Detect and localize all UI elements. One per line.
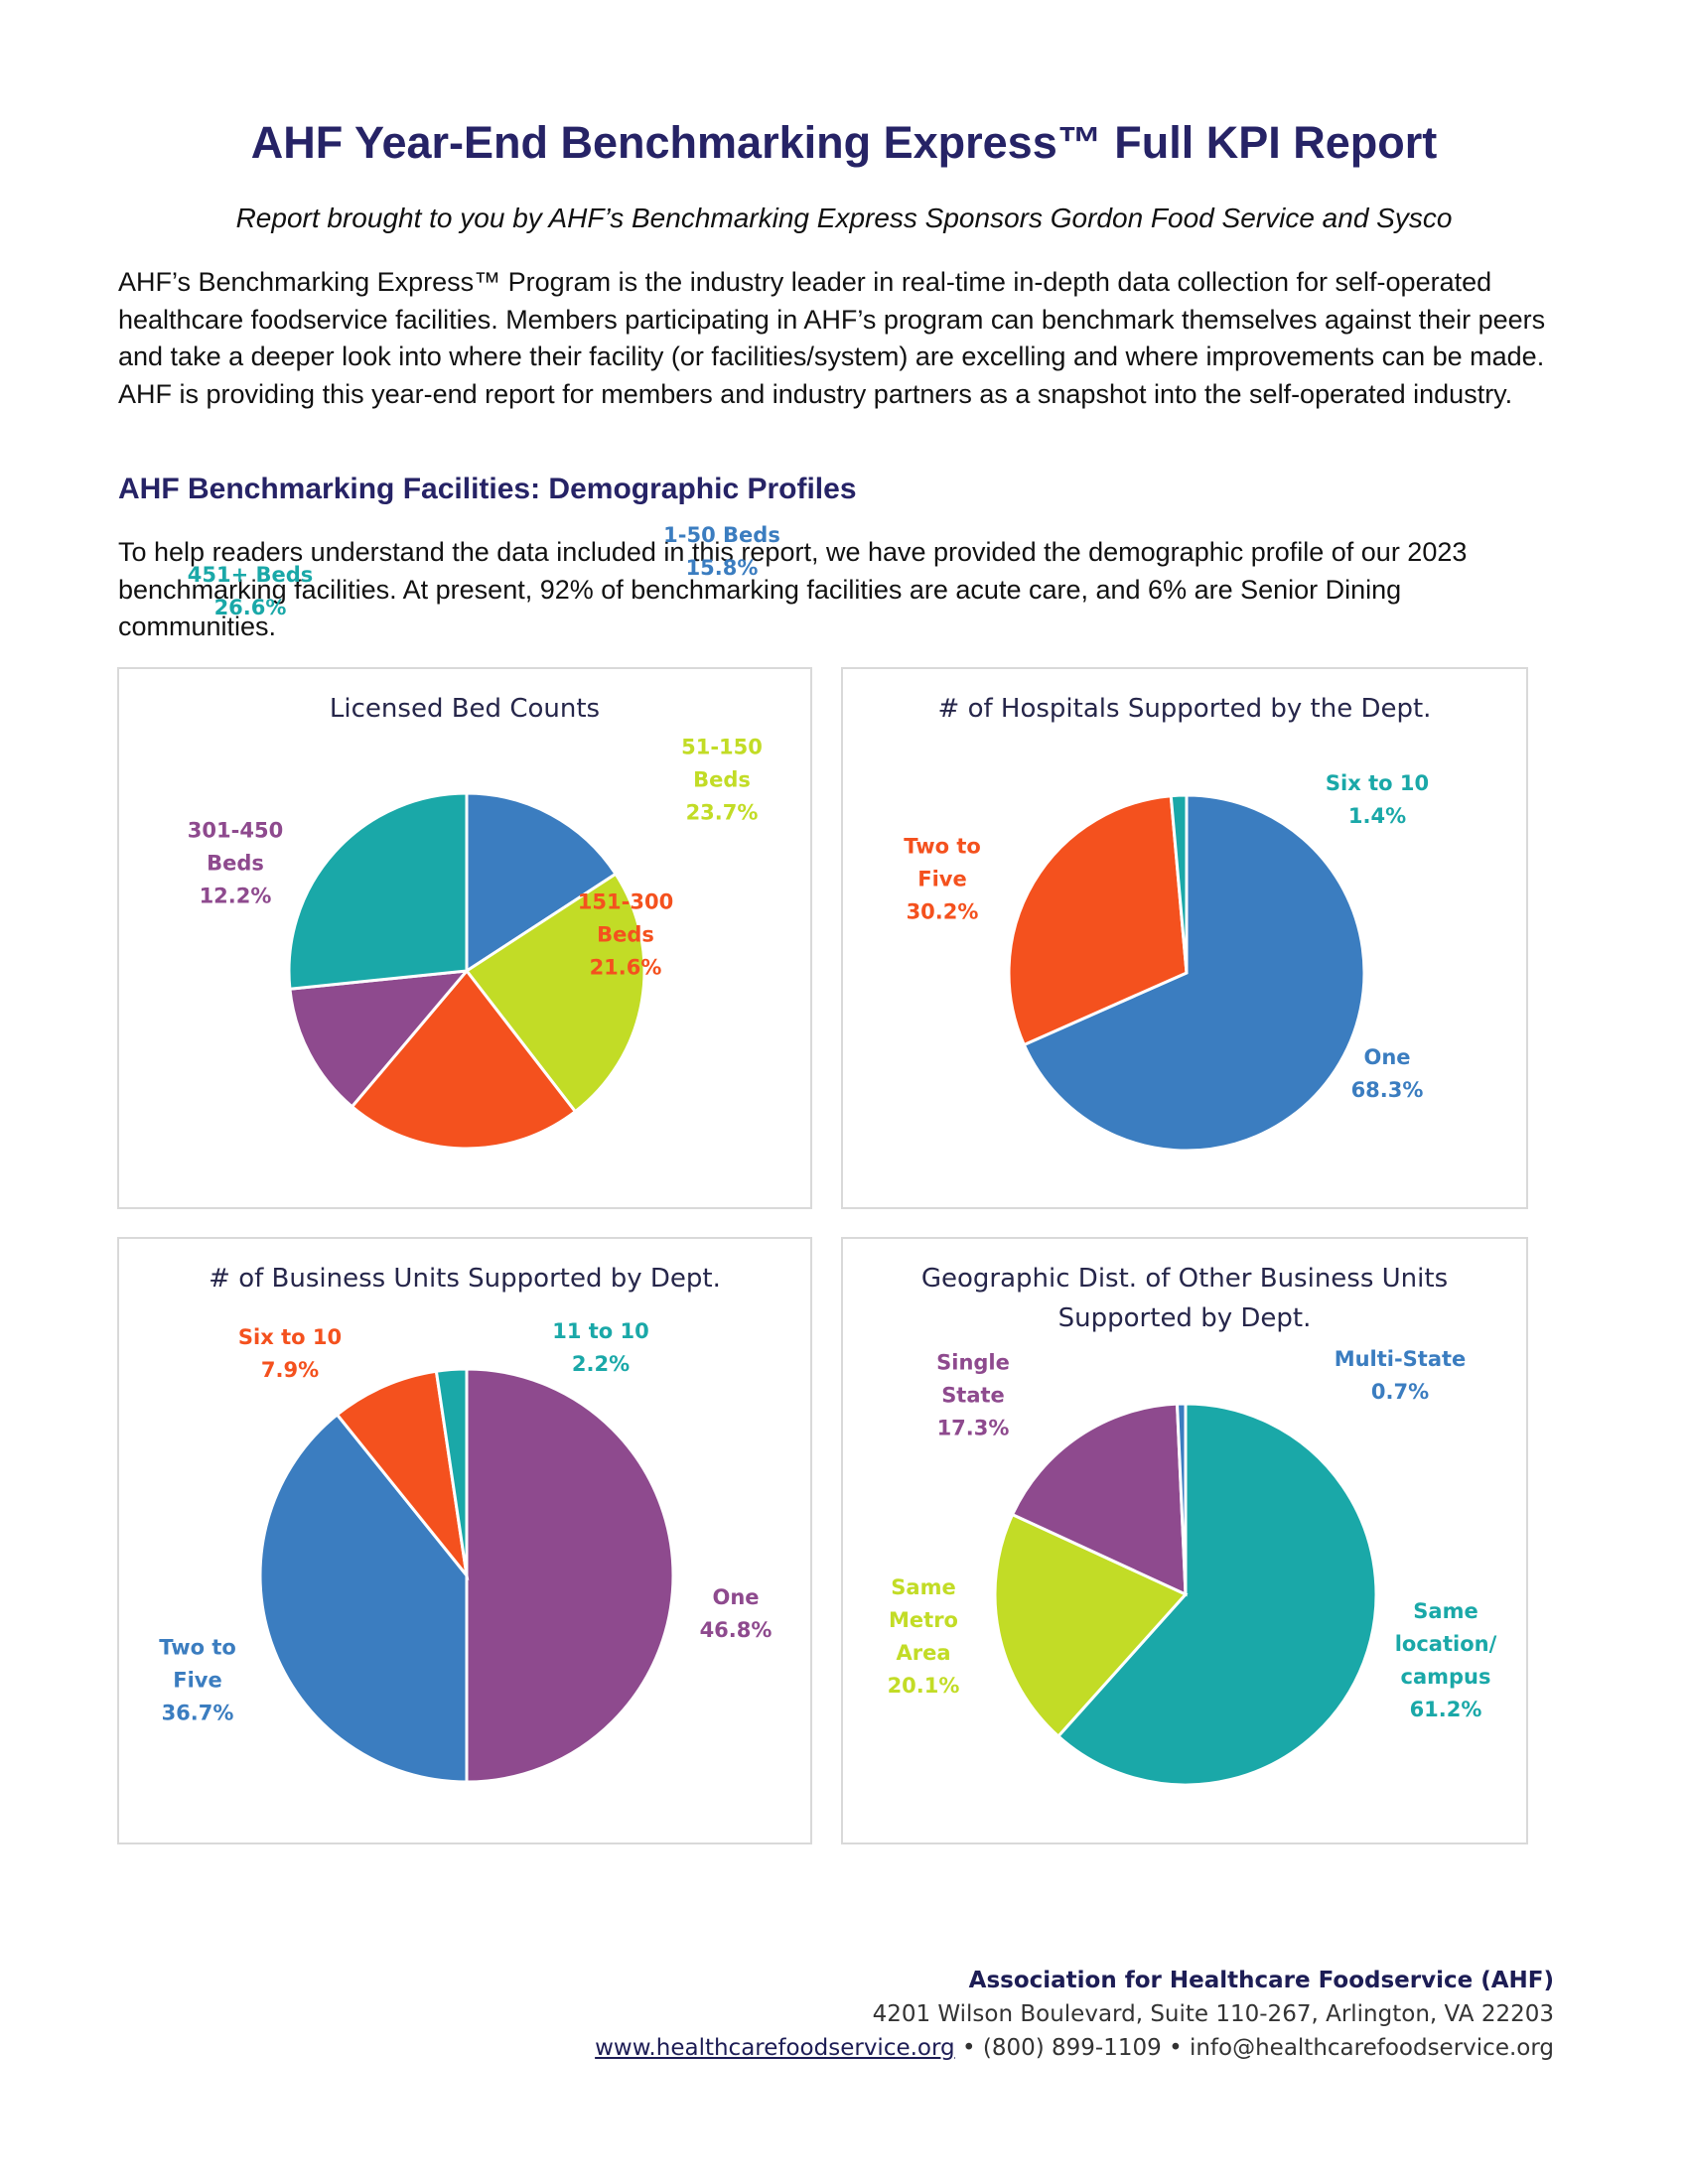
pie-chart bbox=[1007, 793, 1366, 1153]
pie-slice bbox=[993, 1512, 1189, 1739]
pie-slice bbox=[465, 1367, 675, 1784]
value-label: 17.3% bbox=[936, 1416, 1010, 1440]
data-label: 451+ Beds 26.6% bbox=[176, 559, 325, 624]
footer-contact: www.healthcarefoodservice.org • (800) 89… bbox=[595, 2031, 1554, 2065]
value-label: 7.9% bbox=[260, 1358, 320, 1382]
pie-slice bbox=[258, 1412, 469, 1784]
data-label: 51-150 Beds 23.7% bbox=[677, 732, 767, 830]
value-label: 23.7% bbox=[685, 800, 759, 825]
category-label: 451+ Beds bbox=[187, 563, 314, 587]
pie-slice bbox=[465, 791, 619, 974]
value-label: 12.2% bbox=[199, 884, 272, 908]
pie-slice bbox=[1022, 793, 1366, 1153]
pie-slice bbox=[287, 791, 469, 991]
category-label: Two to Five bbox=[904, 834, 981, 891]
data-label: Multi-State 0.7% bbox=[1321, 1343, 1479, 1409]
value-label: 46.8% bbox=[699, 1618, 773, 1642]
category-label: 51-150 Beds bbox=[681, 735, 763, 792]
section-title: AHF Benchmarking Facilities: Demographic… bbox=[118, 473, 857, 505]
category-label: 151-300 Beds bbox=[577, 889, 674, 947]
category-label: Multi-State bbox=[1334, 1347, 1467, 1371]
value-label: 20.1% bbox=[887, 1674, 960, 1698]
value-label: 1.4% bbox=[1347, 804, 1407, 828]
category-label: One bbox=[1363, 1045, 1411, 1069]
data-label: One 68.3% bbox=[1337, 1041, 1437, 1107]
category-label: 11 to 10 bbox=[552, 1319, 649, 1343]
data-label: Same location/ campus 61.2% bbox=[1391, 1595, 1500, 1726]
footer: Association for Healthcare Foodservice (… bbox=[595, 1964, 1554, 2065]
pie-slice bbox=[1007, 794, 1189, 1047]
intro-paragraph: AHF’s Benchmarking Express™ Program is t… bbox=[118, 267, 1546, 409]
category-label: Two to Five bbox=[159, 1635, 236, 1693]
subtitle: Report brought to you by AHF’s Benchmark… bbox=[235, 203, 1453, 233]
data-label: Six to 10 1.4% bbox=[1303, 767, 1452, 833]
chart-panel: # of Business Units Supported by Dept. On… bbox=[117, 1237, 812, 1844]
data-label: 301-450 Beds 12.2% bbox=[186, 815, 285, 913]
chart-title: # of Business Units Supported by Dept. bbox=[209, 1264, 721, 1294]
title: AHF Year-End Benchmarking Express™ Full … bbox=[250, 117, 1438, 168]
website-link[interactable]: www.healthcarefoodservice.org bbox=[595, 2035, 955, 2061]
value-label: 30.2% bbox=[906, 899, 979, 924]
value-label: 0.7% bbox=[1370, 1380, 1430, 1404]
data-label: 11 to 10 2.2% bbox=[526, 1315, 675, 1381]
footer-address: 4201 Wilson Boulevard, Suite 110-267, Ar… bbox=[872, 2001, 1554, 2027]
phone: (800) 899-1109 bbox=[982, 2035, 1162, 2061]
data-label: Single State 17.3% bbox=[933, 1347, 1013, 1445]
chart-panel: Licensed Bed Counts 1-50 Beds 15.8% 51-150 … bbox=[117, 523, 812, 1209]
pie-slice bbox=[288, 969, 471, 1109]
pie-slice bbox=[1055, 1402, 1378, 1787]
data-label: 1-50 Beds 15.8% bbox=[647, 519, 796, 585]
separator: • bbox=[1169, 2035, 1183, 2061]
category-label: 1-50 Beds bbox=[663, 523, 780, 547]
section-paragraph: To help readers understand the data incl… bbox=[118, 537, 1468, 641]
data-label: Six to 10 7.9% bbox=[215, 1321, 364, 1387]
category-label: 301-450 Beds bbox=[187, 818, 284, 876]
separator: • bbox=[961, 2035, 976, 2061]
pie-chart bbox=[258, 1367, 675, 1784]
data-label: Two to Five 30.2% bbox=[898, 831, 987, 929]
chart-panel: Geographic Dist. of Other Business Units… bbox=[841, 1237, 1528, 1844]
pie-slice bbox=[1169, 793, 1189, 974]
data-label: 151-300 Beds 21.6% bbox=[576, 887, 675, 985]
value-label: 61.2% bbox=[1409, 1698, 1482, 1721]
pie-slice bbox=[1010, 1402, 1188, 1597]
data-label: One 46.8% bbox=[696, 1581, 775, 1647]
pie-slice bbox=[464, 872, 646, 1114]
value-label: 26.6% bbox=[213, 596, 287, 619]
pie-slice bbox=[434, 1367, 469, 1576]
pie-chart bbox=[993, 1402, 1378, 1787]
category-label: Same Metro Area bbox=[889, 1575, 958, 1665]
pie-chart bbox=[287, 791, 646, 1151]
pie-slice bbox=[350, 968, 578, 1151]
pie-slice bbox=[1175, 1402, 1188, 1595]
category-label: Six to 10 bbox=[237, 1325, 343, 1349]
category-label: One bbox=[712, 1585, 760, 1609]
email: info@healthcarefoodservice.org bbox=[1189, 2035, 1554, 2061]
category-label: Single State bbox=[936, 1350, 1010, 1408]
value-label: 2.2% bbox=[571, 1352, 631, 1376]
data-label: Same Metro Area 20.1% bbox=[887, 1571, 961, 1703]
category-label: Same location/ campus bbox=[1394, 1599, 1497, 1689]
value-label: 15.8% bbox=[685, 556, 759, 580]
chart-title: Geographic Dist. of Other Business Units… bbox=[920, 1264, 1449, 1333]
category-label: Six to 10 bbox=[1325, 771, 1430, 795]
value-label: 21.6% bbox=[589, 955, 662, 980]
value-label: 68.3% bbox=[1350, 1078, 1424, 1102]
footer-org: Association for Healthcare Foodservice (… bbox=[968, 1968, 1554, 1993]
pie-slice bbox=[335, 1369, 470, 1581]
value-label: 36.7% bbox=[161, 1701, 234, 1725]
chart-title: # of Hospitals Supported by the Dept. bbox=[937, 694, 1432, 724]
data-label: Two to Five 36.7% bbox=[153, 1632, 242, 1730]
chart-title: Licensed Bed Counts bbox=[329, 694, 601, 724]
chart-panel: # of Hospitals Supported by the Dept. One… bbox=[841, 667, 1528, 1209]
